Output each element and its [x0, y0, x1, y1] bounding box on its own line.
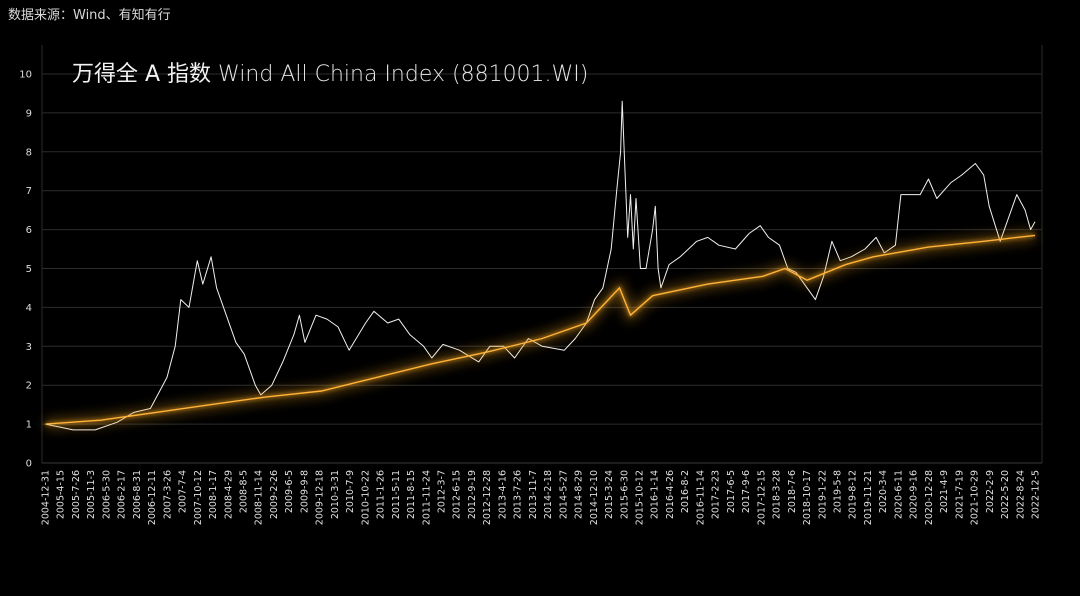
x-tick-label: 2022-2-9	[985, 470, 996, 513]
x-tick-label: 2018-10-17	[802, 470, 813, 525]
x-tick-label: 2012-12-28	[482, 470, 493, 525]
y-tick-label: 10	[19, 70, 32, 81]
x-tick-label: 2015-3-24	[604, 470, 615, 519]
x-tick-label: 2021-10-29	[970, 470, 981, 525]
y-tick-label: 3	[26, 342, 32, 353]
chart-title-en: Wind All China Index (881001.WI)	[218, 62, 589, 87]
x-tick-label: 2010-7-9	[345, 470, 356, 513]
x-tick-label: 2006-2-17	[117, 470, 128, 519]
x-tick-label: 2005-4-15	[56, 470, 67, 519]
x-tick-label: 2020-3-4	[878, 470, 889, 513]
x-tick-label: 2021-7-19	[954, 470, 965, 519]
x-tick-label: 2015-10-12	[635, 470, 646, 525]
x-tick-label: 2017-6-5	[726, 470, 737, 513]
x-tick-label: 2017-2-23	[711, 470, 722, 519]
index-line	[45, 100, 1036, 431]
x-tick-label: 2006-5-30	[101, 470, 112, 519]
x-tick-label: 2020-9-16	[909, 470, 920, 519]
trend-line-glow	[45, 230, 1036, 430]
x-tick-label: 2012-9-19	[467, 470, 478, 519]
y-tick-label: 6	[26, 225, 32, 236]
x-tick-label: 2007-7-4	[178, 470, 189, 513]
x-tick-label: 2018-3-28	[772, 470, 783, 519]
x-tick-label: 2021-4-9	[939, 470, 950, 513]
trend-line-halo	[45, 233, 1036, 426]
x-tick-label: 2008-1-17	[208, 470, 219, 519]
x-tick-label: 2019-1-22	[817, 470, 828, 519]
y-tick-label: 8	[26, 147, 32, 158]
x-tick-label: 2016-1-14	[650, 470, 661, 519]
x-tick-label: 2018-7-6	[787, 470, 798, 513]
y-tick-label: 7	[26, 186, 32, 197]
x-tick-label: 2020-6-11	[893, 470, 904, 519]
y-tick-label: 1	[26, 420, 32, 431]
trend-line	[45, 234, 1036, 425]
x-tick-label: 2016-11-14	[695, 470, 706, 525]
x-tick-label: 2008-4-29	[223, 470, 234, 519]
x-tick-label: 2010-3-31	[330, 470, 341, 519]
x-tick-label: 2007-10-12	[193, 470, 204, 525]
y-tick-label: 2	[26, 381, 32, 392]
x-tick-label: 2012-6-15	[452, 470, 463, 519]
x-tick-label: 2006-8-31	[132, 470, 143, 519]
x-tick-label: 2022-12-5	[1031, 470, 1042, 519]
x-tick-label: 2011-11-24	[421, 470, 432, 525]
chart-title-cn: 万得全 A 指数	[72, 62, 212, 87]
x-tick-label: 2005-11-3	[86, 470, 97, 519]
chart-title: 万得全 A 指数 Wind All China Index (881001.WI…	[72, 56, 588, 88]
x-tick-label: 2011-8-15	[406, 470, 417, 519]
x-tick-label: 2014-5-27	[558, 470, 569, 519]
x-tick-label: 2013-4-16	[497, 470, 508, 519]
data-source-note: 数据来源：Wind、有知有行	[8, 8, 171, 23]
x-tick-label: 2004-12-31	[41, 470, 52, 525]
x-tick-label: 2008-11-14	[254, 470, 265, 525]
y-tick-label: 4	[26, 303, 32, 314]
x-tick-label: 2013-11-7	[528, 470, 539, 519]
y-tick-label: 9	[26, 108, 32, 119]
y-tick-label: 5	[26, 264, 32, 275]
x-tick-label: 2011-1-26	[376, 470, 387, 519]
x-tick-label: 2017-12-15	[756, 470, 767, 525]
x-tick-label: 2016-4-26	[665, 470, 676, 519]
x-tick-label: 2019-5-8	[833, 470, 844, 513]
x-tick-label: 2006-12-11	[147, 470, 158, 525]
x-tick-label: 2015-6-30	[619, 470, 630, 519]
x-tick-label: 2016-8-2	[680, 470, 691, 513]
x-tick-label: 2013-7-26	[513, 470, 524, 519]
x-tick-label: 2009-12-18	[315, 470, 326, 525]
x-tick-label: 2017-9-6	[741, 470, 752, 513]
x-tick-label: 2009-6-5	[284, 470, 295, 513]
x-tick-label: 2020-12-28	[924, 470, 935, 525]
x-tick-label: 2022-5-20	[1000, 470, 1011, 519]
x-tick-label: 2012-3-7	[437, 470, 448, 513]
x-tick-label: 2008-8-5	[239, 470, 250, 513]
x-tick-label: 2005-7-26	[71, 470, 82, 519]
x-tick-label: 2011-5-11	[391, 470, 402, 519]
x-tick-label: 2014-2-18	[543, 470, 554, 519]
x-tick-label: 2014-8-29	[574, 470, 585, 519]
x-tick-label: 2007-3-26	[162, 470, 173, 519]
x-tick-label: 2010-10-22	[360, 470, 371, 525]
x-tick-label: 2009-9-8	[299, 470, 310, 513]
x-tick-label: 2019-11-21	[863, 470, 874, 525]
y-tick-label: 0	[26, 459, 32, 470]
x-tick-label: 2009-2-26	[269, 470, 280, 519]
x-tick-label: 2014-12-10	[589, 470, 600, 525]
x-tick-label: 2022-8-24	[1015, 470, 1026, 519]
x-tick-label: 2019-8-12	[848, 470, 859, 519]
